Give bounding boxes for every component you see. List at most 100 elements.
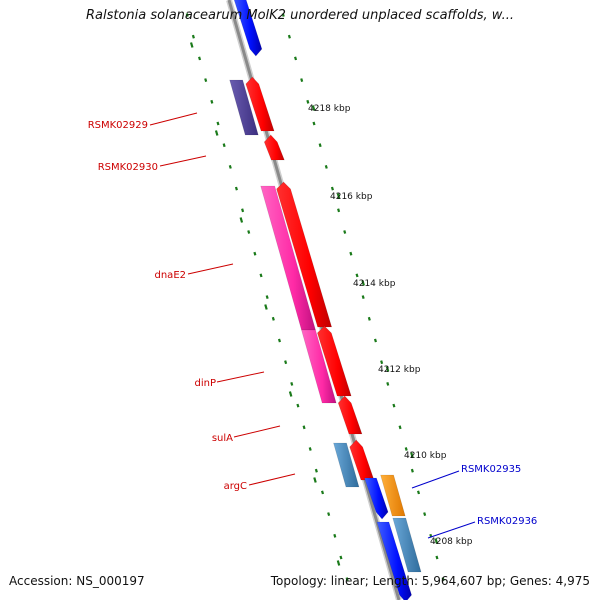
tick-mark (216, 121, 220, 126)
tick-mark (222, 143, 226, 148)
tick-mark (191, 34, 195, 39)
gene-feature-argc[interactable] (349, 439, 375, 481)
gene-feature-rsmk02929[interactable] (245, 76, 275, 132)
tick-mark (296, 403, 300, 408)
gene-feature-magenta-2[interactable] (301, 329, 337, 404)
tick-mark (306, 99, 310, 104)
leader-line (216, 371, 265, 383)
gene-feature-rsmk02930[interactable] (263, 134, 285, 161)
gene-labels: RSMK02929 RSMK02930 dnaE2 dinP sulA argC… (88, 112, 537, 539)
gene-feature-blue-2[interactable] (376, 521, 412, 603)
tick-mark (287, 34, 291, 39)
scale-label: 4218 kbp (308, 104, 351, 114)
tick-mark (435, 555, 439, 560)
gene-label-sula[interactable]: sulA (212, 433, 233, 444)
gene-feature-blue-top[interactable] (233, 0, 263, 57)
leader-line (427, 521, 476, 539)
genes-value: 4,975 (555, 574, 590, 588)
major-tick (313, 477, 317, 483)
major-tick (311, 105, 316, 111)
topology-value: linear (330, 574, 365, 588)
tick-mark (259, 273, 263, 278)
tick-mark (330, 186, 334, 191)
genes-label: Genes: (509, 574, 552, 588)
scale-label: 4216 kbp (330, 192, 373, 202)
tick-mark (373, 338, 377, 343)
tick-mark (265, 295, 269, 299)
tick-mark (361, 295, 365, 299)
gene-label-rsmk02930[interactable]: RSMK02930 (98, 162, 158, 173)
scale-label: 4208 kbp (430, 537, 473, 547)
tick-mark (318, 143, 322, 148)
tick-mark (321, 490, 325, 495)
tick-mark (441, 577, 445, 582)
major-tick (434, 538, 439, 544)
tick-mark (324, 165, 328, 169)
tick-mark (392, 403, 396, 408)
tick-mark (271, 316, 275, 321)
tick-mark (349, 251, 353, 256)
tick-mark (423, 512, 427, 516)
tick-mark (185, 13, 189, 17)
gene-label-rsmk02935[interactable]: RSMK02935 (461, 464, 521, 475)
gene-feature-rsmk02935[interactable] (380, 474, 406, 517)
gene-feature-rsmk02936[interactable] (392, 517, 422, 573)
tick-mark (290, 382, 294, 386)
tick-mark (302, 425, 306, 430)
tick-mark (367, 316, 371, 321)
tick-mark (253, 251, 257, 256)
tick-mark (380, 360, 384, 365)
gene-label-argc[interactable]: argC (224, 481, 247, 492)
major-tick (288, 391, 293, 397)
sequence-summary: Topology: linear; Length: 5,964,607 bp; … (270, 574, 590, 588)
major-tick (264, 304, 268, 310)
tick-mark (294, 56, 298, 61)
tick-mark (308, 447, 312, 451)
tick-mark (314, 468, 318, 473)
gene-feature-blue-1[interactable] (364, 477, 389, 520)
tick-mark (241, 208, 245, 213)
topology-label: Topology: (270, 574, 327, 588)
map-title: Ralstonia solanacearum MolK2 unordered u… (85, 8, 514, 23)
major-tick (361, 280, 365, 286)
accession-value: NS_000197 (76, 574, 145, 588)
tick-mark (410, 468, 414, 473)
tick-mark (339, 555, 343, 560)
tick-mark (247, 230, 251, 234)
tick-mark (333, 533, 337, 538)
tick-mark (345, 577, 349, 582)
gene-label-rsmk02936[interactable]: RSMK02936 (477, 516, 537, 527)
gene-label-rsmk02929[interactable]: RSMK02929 (88, 120, 148, 131)
gene-feature-dnae2[interactable] (276, 181, 333, 328)
major-tick (336, 560, 341, 566)
major-tick (189, 42, 194, 48)
gene-label-dinp[interactable]: dinP (195, 378, 217, 389)
tick-mark (337, 208, 341, 213)
leader-line (159, 155, 207, 167)
tick-mark (417, 490, 421, 495)
gene-features (229, 0, 422, 603)
major-tick (336, 193, 341, 199)
leader-line (233, 425, 281, 438)
scale-label: 4212 kbp (378, 365, 421, 375)
scale-label: 4210 kbp (404, 451, 447, 461)
gene-feature-sula[interactable] (337, 395, 363, 435)
accession-label: Accession: (9, 574, 73, 588)
tick-mark (300, 78, 304, 82)
tick-mark (210, 99, 214, 104)
major-tick (385, 366, 390, 372)
tick-mark (355, 273, 359, 278)
tick-mark (386, 382, 390, 386)
gene-feature-steelblue-1[interactable] (333, 442, 360, 488)
gene-feature-purple[interactable] (229, 79, 259, 136)
tick-mark (234, 186, 238, 191)
gene-label-dnae2[interactable]: dnaE2 (155, 270, 187, 281)
gene-feature-dinp[interactable] (317, 325, 352, 397)
scale-label: 4214 kbp (353, 279, 396, 289)
length-label: Length: (372, 574, 419, 588)
major-tick (214, 130, 219, 136)
leader-line (411, 470, 460, 489)
tick-mark (312, 121, 316, 126)
